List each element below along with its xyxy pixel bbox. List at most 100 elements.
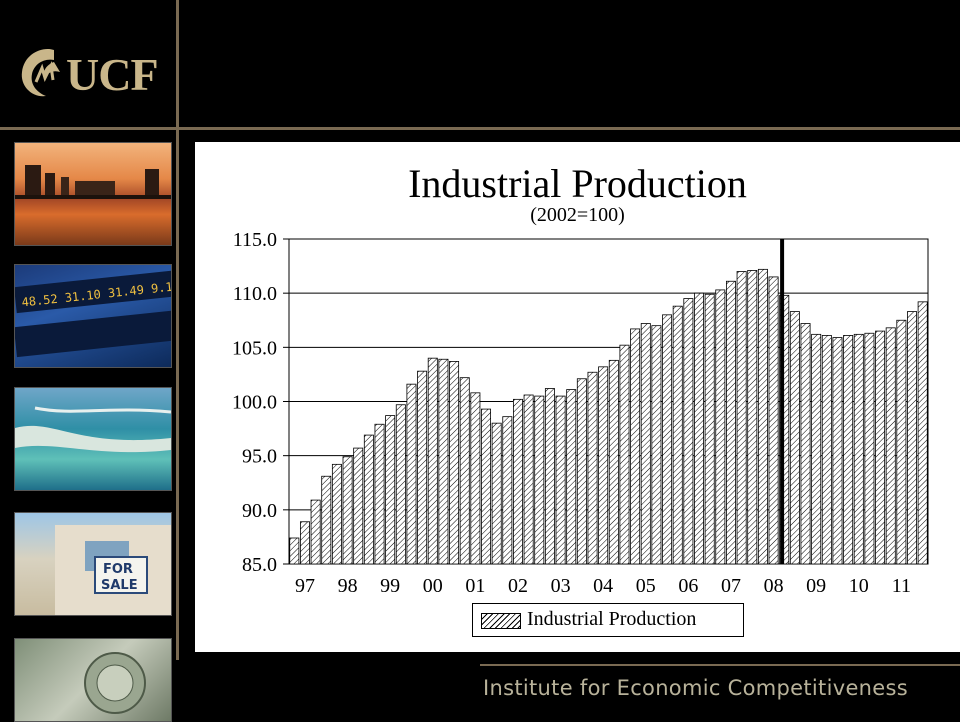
skyline-photo (14, 142, 172, 246)
bar (353, 447, 364, 565)
bar (449, 361, 460, 565)
bar (385, 415, 396, 565)
bar (907, 311, 918, 565)
bar (917, 301, 928, 565)
x-tick-label: 01 (465, 575, 485, 597)
x-tick-label: 11 (892, 575, 911, 597)
bar (459, 377, 470, 565)
bar (704, 293, 715, 565)
bar (715, 289, 726, 565)
coastline-photo (14, 387, 172, 491)
x-tick-label: 03 (551, 575, 571, 597)
bar (694, 292, 705, 565)
y-tick-label: 100.0 (232, 392, 277, 414)
currency-photo (14, 638, 172, 722)
bar (555, 395, 566, 565)
bar (598, 366, 609, 565)
chart-legend: Industrial Production (472, 603, 744, 637)
for-sale-sign: FOR SALE (101, 562, 138, 593)
industrial-production-chart: 115.0 110.0 105.0 100.0 95.0 90.0 85.0 97 98 99 00… (232, 229, 929, 597)
bar (672, 305, 683, 565)
x-tick-label: 00 (423, 575, 443, 597)
x-tick-label: 97 (295, 575, 315, 597)
bar (864, 332, 875, 565)
bar (619, 344, 630, 565)
bar (470, 392, 481, 565)
bar (427, 357, 438, 565)
footer-divider (480, 664, 960, 666)
bar (502, 416, 513, 565)
bar (725, 280, 736, 565)
bar (512, 398, 523, 565)
bar (395, 404, 406, 565)
bar (374, 423, 385, 565)
x-tick-label: 08 (764, 575, 784, 597)
institute-name: Institute for Economic Competitiveness (483, 676, 908, 700)
bar (651, 325, 662, 565)
x-tick-label: 06 (678, 575, 698, 597)
bar (779, 294, 790, 565)
bar (566, 389, 577, 565)
bar (662, 314, 673, 565)
bar (331, 463, 342, 565)
bar (885, 327, 896, 565)
for-sale-house-photo: FOR SALE (14, 512, 172, 616)
y-tick-label: 105.0 (232, 337, 277, 359)
bar (821, 335, 832, 565)
bar (481, 408, 492, 565)
y-tick-label: 90.0 (242, 500, 277, 522)
horizontal-divider (0, 127, 960, 130)
bar (417, 370, 428, 565)
vertical-divider (176, 0, 179, 660)
bar (587, 371, 598, 565)
x-tick-label: 98 (338, 575, 358, 597)
bar (342, 456, 353, 565)
bar (363, 434, 374, 565)
x-tick-label: 09 (806, 575, 826, 597)
bar (289, 537, 300, 565)
y-tick-label: 110.0 (233, 283, 277, 305)
ucf-logo (14, 42, 174, 102)
bar (630, 328, 641, 565)
chart-panel: Industrial Production (2002=100) 115.0 11… (195, 142, 960, 652)
bar (299, 521, 310, 565)
legend-label: Industrial Production (527, 608, 697, 630)
bar (640, 323, 651, 565)
chart-subtitle: (2002=100) (530, 204, 625, 226)
x-tick-label: 04 (593, 575, 613, 597)
bar (608, 359, 619, 565)
x-tick-label: 10 (849, 575, 869, 597)
bar (789, 311, 800, 565)
bar (757, 268, 768, 565)
stock-ticker-photo: 48.52 31.10 31.49 9.12 RSVN (14, 264, 172, 368)
bar (747, 270, 758, 565)
bar (875, 330, 886, 565)
bar (576, 378, 587, 565)
bar (853, 333, 864, 565)
chart-title: Industrial Production (408, 161, 747, 206)
y-tick-label: 85.0 (242, 554, 277, 576)
bar (683, 298, 694, 565)
bar (534, 395, 545, 565)
bar (736, 271, 747, 565)
bar (438, 358, 449, 565)
legend-swatch (481, 613, 521, 629)
y-tick-label: 95.0 (242, 446, 277, 468)
bar (406, 383, 417, 565)
bar (832, 337, 843, 565)
x-tick-label: 02 (508, 575, 528, 597)
bar (768, 276, 779, 565)
logo-text: UCF (66, 49, 159, 100)
bar (843, 335, 854, 565)
x-tick-label: 99 (380, 575, 400, 597)
bar (523, 394, 534, 565)
bar (544, 388, 555, 565)
bar (310, 499, 321, 565)
bar (321, 475, 332, 565)
bar (896, 319, 907, 565)
bar (491, 422, 502, 565)
bar (800, 323, 811, 565)
y-tick-label: 115.0 (233, 229, 277, 251)
bar (811, 333, 822, 565)
x-tick-label: 05 (636, 575, 656, 597)
